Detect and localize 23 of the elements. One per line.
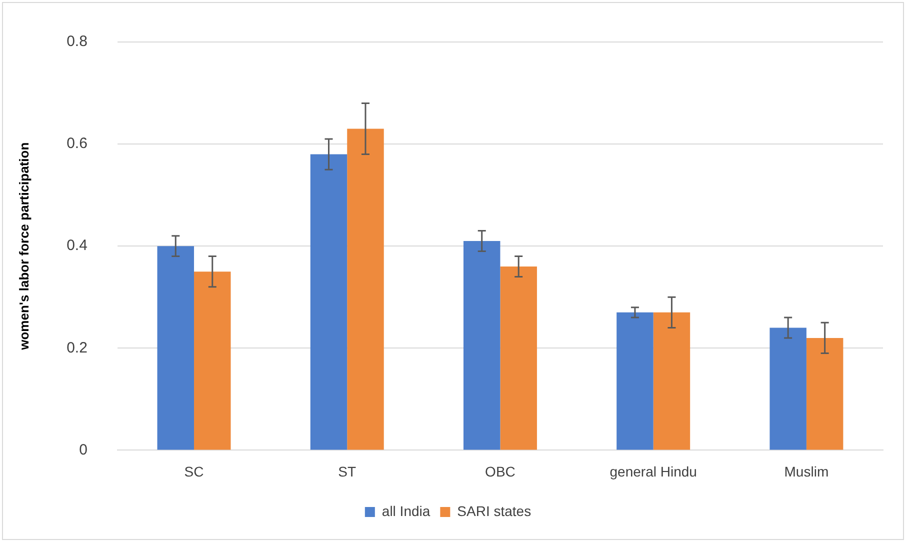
bar	[500, 266, 537, 450]
x-tick-label: general Hindu	[610, 463, 697, 480]
bar	[194, 272, 231, 450]
y-tick-label: 0.2	[66, 339, 88, 356]
x-tick-label: Muslim	[784, 463, 829, 480]
bar	[770, 328, 806, 450]
bar	[616, 312, 654, 450]
legend-label: all India	[382, 502, 430, 519]
y-tick-label: 0.4	[66, 237, 88, 254]
bar	[310, 154, 348, 450]
bar	[157, 246, 194, 450]
legend-label: SARI states	[457, 502, 532, 519]
x-tick-label: SC	[184, 463, 204, 480]
y-tick-label: 0.6	[66, 135, 88, 152]
bar	[806, 338, 844, 450]
bar	[347, 128, 384, 450]
y-tick-label: 0	[79, 441, 88, 458]
bar	[463, 241, 500, 450]
x-tick-label: ST	[338, 463, 357, 480]
bar	[653, 312, 690, 450]
y-axis-title: women's labor force participation	[16, 142, 32, 351]
x-tick-label: OBC	[485, 463, 516, 480]
y-tick-label: 0.8	[66, 33, 88, 50]
